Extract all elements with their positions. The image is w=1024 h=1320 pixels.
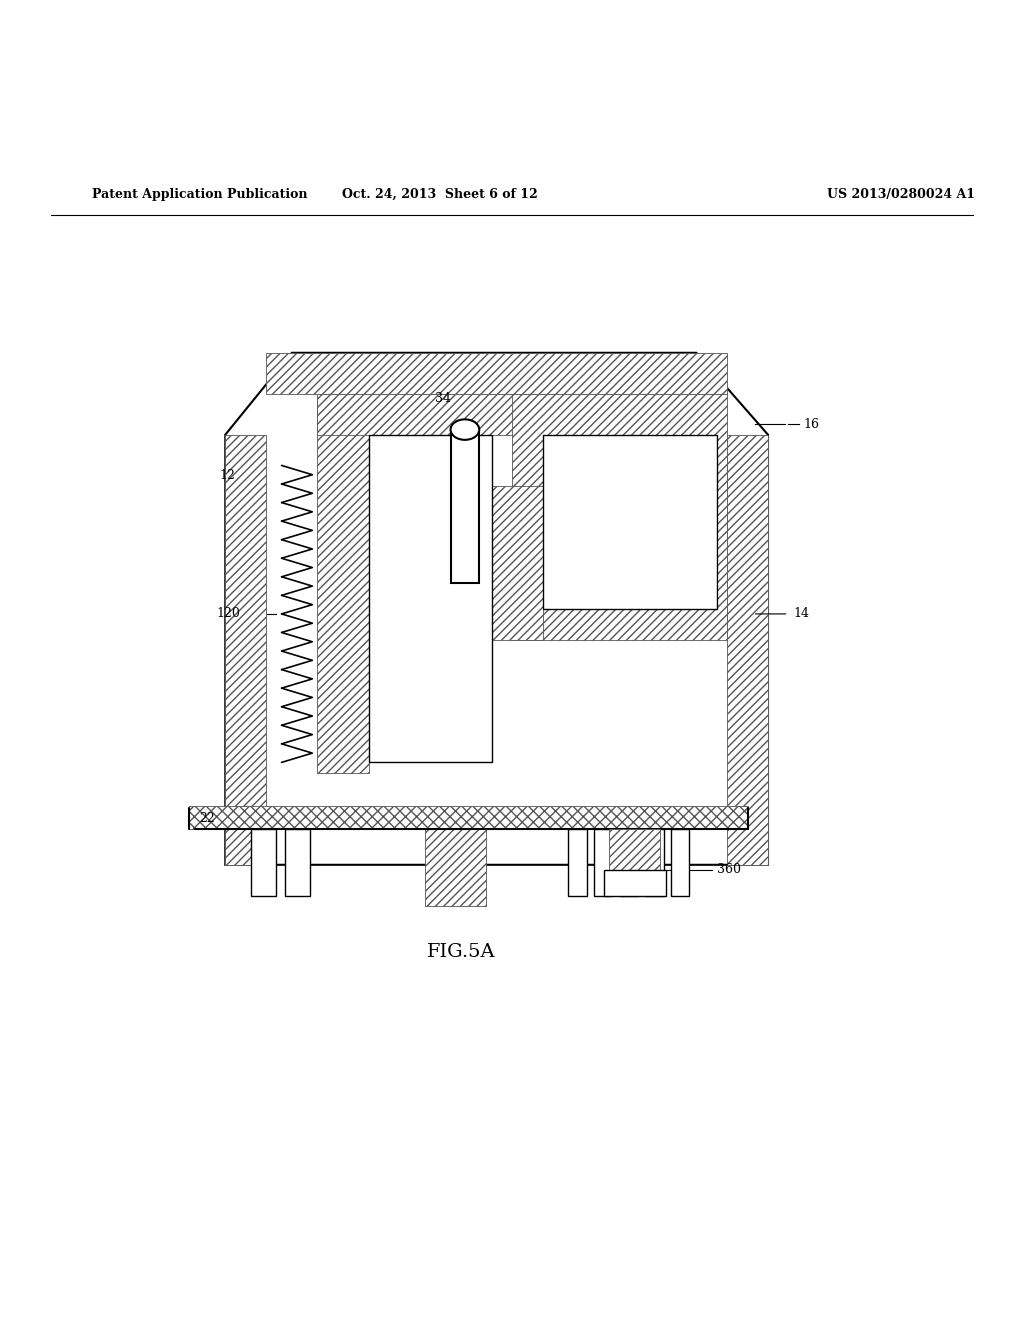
Bar — [451, 429, 479, 583]
Bar — [671, 829, 689, 895]
Text: Oct. 24, 2013  Sheet 6 of 12: Oct. 24, 2013 Sheet 6 of 12 — [342, 187, 539, 201]
Bar — [425, 829, 486, 906]
Bar — [251, 829, 276, 895]
Bar — [645, 829, 664, 895]
Bar — [369, 434, 492, 763]
Bar — [543, 434, 717, 609]
Text: 120: 120 — [217, 607, 241, 620]
Bar — [189, 807, 748, 829]
Text: 360: 360 — [717, 863, 740, 876]
Text: FIG.5A: FIG.5A — [426, 942, 496, 961]
Text: 14: 14 — [794, 607, 810, 620]
Text: Patent Application Publication: Patent Application Publication — [92, 187, 307, 201]
Bar — [512, 393, 727, 639]
Bar — [317, 393, 369, 772]
Bar — [440, 486, 543, 639]
Bar — [609, 829, 660, 870]
Bar — [225, 434, 266, 865]
Bar — [727, 434, 768, 865]
Bar — [594, 829, 612, 895]
Text: 400: 400 — [401, 553, 425, 566]
Bar — [620, 829, 638, 895]
Bar — [266, 352, 727, 393]
Bar — [604, 870, 666, 895]
Bar — [285, 829, 310, 895]
Text: 16: 16 — [804, 418, 820, 430]
Ellipse shape — [451, 420, 479, 440]
Bar — [568, 829, 587, 895]
Text: 34: 34 — [434, 392, 451, 405]
Polygon shape — [225, 352, 768, 865]
Text: 12: 12 — [219, 469, 236, 482]
Text: US 2013/0280024 A1: US 2013/0280024 A1 — [827, 187, 975, 201]
Text: 22: 22 — [200, 812, 215, 825]
Bar — [317, 393, 522, 434]
